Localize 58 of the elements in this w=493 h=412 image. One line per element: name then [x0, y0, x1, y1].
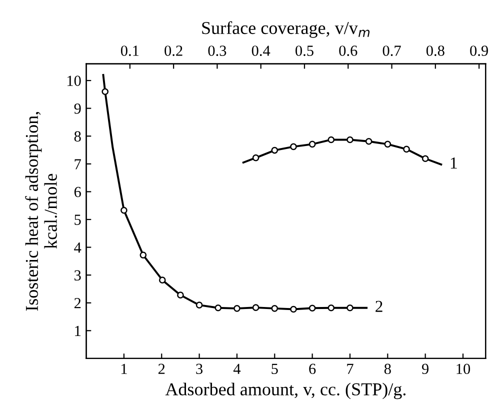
x2-tick-label: 0.1 — [120, 46, 139, 56]
y-tick-label: 9 — [74, 104, 81, 114]
y-tick-label: 3 — [74, 270, 81, 281]
x2-tick-label: 0.2 — [164, 46, 182, 56]
y-tick-label: 8 — [74, 131, 81, 142]
x2-tick-label: 0.8 — [426, 46, 444, 56]
x-tick-label: 3 — [196, 364, 203, 374]
x-tick-label: 1 — [121, 364, 127, 374]
y-tick-label: 5 — [74, 214, 81, 225]
x-tick-label: 6 — [309, 364, 316, 374]
point — [234, 305, 240, 312]
point — [196, 302, 203, 308]
y-tick-label: 2 — [74, 298, 81, 308]
point — [290, 143, 297, 150]
x2-tick-label: 0.4 — [252, 46, 270, 56]
y-tick-label: 10 — [67, 76, 81, 86]
y-tick-label: 4 — [74, 242, 82, 253]
x2-tick-label: 0.7 — [382, 46, 401, 56]
x-tick-label: 8 — [384, 364, 391, 374]
x2-tick-label: 0.6 — [339, 46, 358, 56]
x2-tick-label: 0.3 — [208, 46, 226, 56]
x2-tick-label: 0.9 — [470, 46, 488, 56]
point — [328, 304, 335, 312]
point — [403, 146, 410, 153]
x-tick-label: 4 — [233, 364, 241, 374]
point — [120, 206, 128, 214]
y-tick-label: 6 — [74, 186, 81, 198]
point — [290, 306, 297, 313]
y-tick-label: 7 — [74, 159, 81, 170]
point — [384, 140, 392, 148]
x2-tick-label: 0.5 — [296, 46, 314, 56]
point — [308, 304, 316, 312]
point — [346, 304, 354, 312]
point — [140, 252, 147, 258]
x-axis-title: Adsorbed amount, v, cc. (STP)/g. — [165, 382, 406, 400]
point — [365, 138, 372, 145]
x-tick-label: 7 — [347, 364, 354, 374]
point — [346, 136, 354, 144]
point — [422, 155, 429, 162]
x2-axis-title: Surface coverage, v/v$_{m}$ — [202, 21, 370, 38]
point — [328, 136, 335, 144]
point — [271, 305, 278, 312]
x-tick-label: 9 — [422, 364, 429, 374]
point — [177, 292, 184, 298]
point — [158, 276, 166, 284]
series-label: 2 — [376, 300, 382, 312]
point — [102, 88, 109, 96]
y-axis-title: Isosteric heat of adsorption, kcal./mole — [25, 112, 57, 311]
point — [308, 140, 316, 148]
point — [252, 304, 260, 311]
y-tick-label: 1 — [75, 326, 80, 336]
point — [271, 146, 278, 154]
point — [214, 304, 222, 312]
x-tick-label: 2 — [158, 364, 165, 374]
point — [252, 154, 260, 162]
x-tick-label: 10 — [456, 364, 470, 374]
series-label: 1 — [450, 157, 457, 168]
x-tick-label: 5 — [272, 364, 278, 374]
